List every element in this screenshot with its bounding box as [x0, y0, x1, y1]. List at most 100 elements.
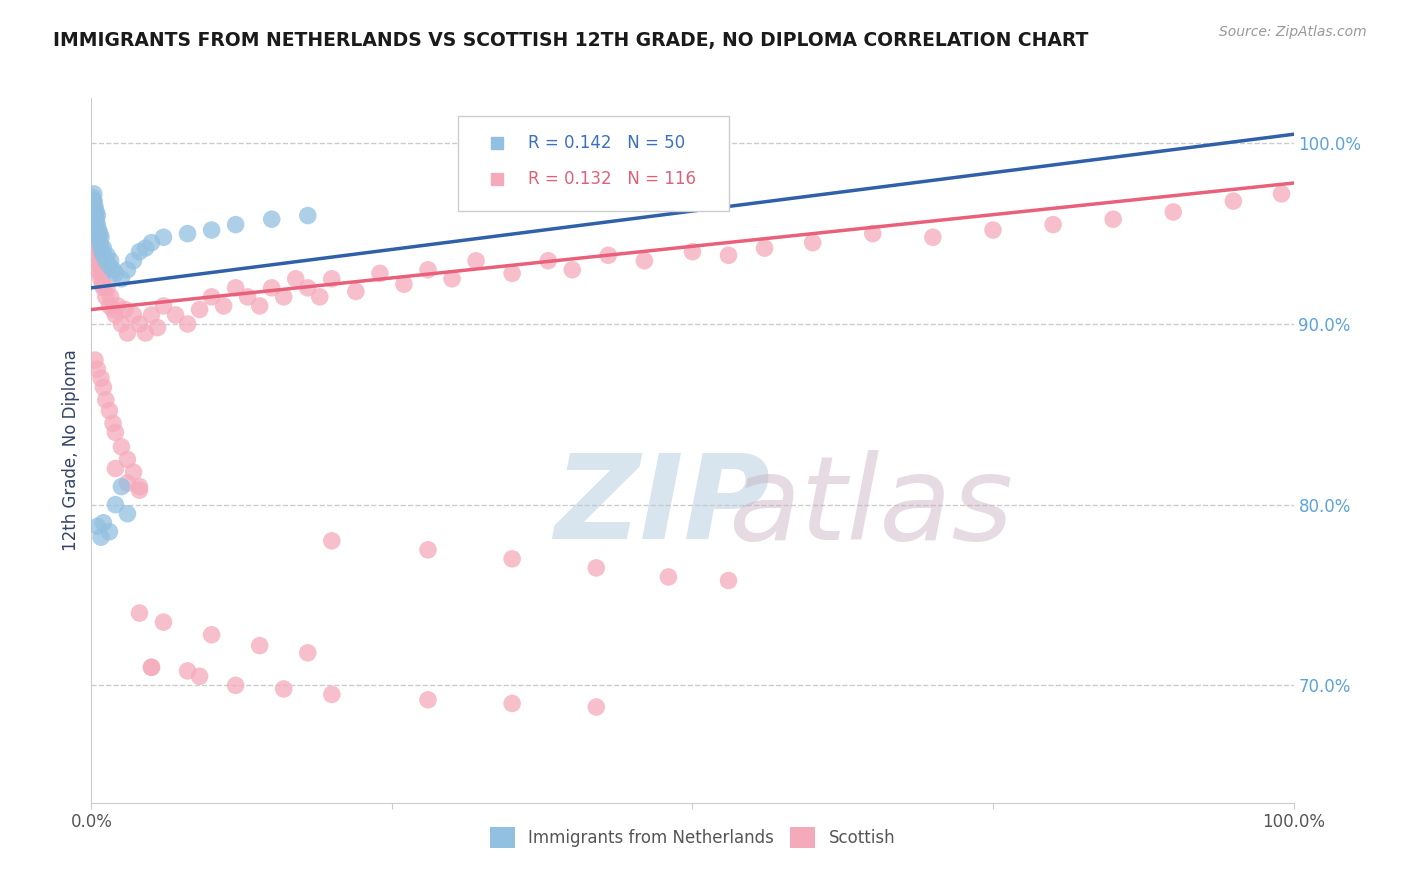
- Point: [84, 212, 107, 227]
- Point: [82, 235, 104, 250]
- Point: [561, 262, 583, 277]
- Point: [90, 241, 112, 255]
- Point: [94, 290, 117, 304]
- Point: [104, 498, 127, 512]
- Point: [141, 660, 163, 674]
- Point: [101, 302, 124, 317]
- Point: [501, 697, 523, 711]
- Point: [87, 248, 110, 262]
- Point: [862, 227, 884, 241]
- Point: [84, 205, 107, 219]
- Point: [104, 425, 127, 440]
- Point: [134, 241, 156, 255]
- Point: [440, 272, 463, 286]
- Point: [657, 570, 679, 584]
- Point: [165, 308, 187, 322]
- Point: [100, 253, 122, 268]
- Point: [128, 244, 150, 259]
- Point: [86, 227, 108, 241]
- Point: [297, 209, 319, 223]
- Point: [585, 700, 607, 714]
- Point: [83, 230, 105, 244]
- Point: [128, 606, 150, 620]
- Point: [89, 266, 111, 280]
- Point: [485, 250, 508, 264]
- Point: [114, 302, 136, 317]
- Point: [260, 281, 283, 295]
- Point: [84, 200, 107, 214]
- Point: [260, 212, 283, 227]
- Point: [585, 561, 607, 575]
- Point: [104, 308, 127, 322]
- Point: [537, 253, 560, 268]
- Point: [128, 317, 150, 331]
- Point: [465, 253, 488, 268]
- Point: [91, 277, 114, 292]
- Point: [83, 244, 105, 259]
- Point: [101, 262, 124, 277]
- Point: [146, 320, 169, 334]
- Point: [152, 230, 174, 244]
- Text: Source: ZipAtlas.com: Source: ZipAtlas.com: [1219, 25, 1367, 39]
- Text: R = 0.132   N = 116: R = 0.132 N = 116: [527, 170, 696, 188]
- Legend: Immigrants from Netherlands, Scottish: Immigrants from Netherlands, Scottish: [482, 821, 903, 855]
- Point: [83, 212, 105, 227]
- Point: [1270, 186, 1292, 201]
- Point: [134, 326, 156, 340]
- Point: [284, 272, 307, 286]
- Point: [225, 218, 247, 232]
- Point: [86, 227, 108, 241]
- Point: [201, 223, 224, 237]
- Point: [87, 223, 110, 237]
- Point: [101, 417, 124, 431]
- Point: [598, 248, 620, 262]
- Point: [104, 461, 127, 475]
- Point: [188, 669, 211, 683]
- Point: [86, 218, 108, 232]
- Point: [84, 218, 107, 232]
- Point: [321, 687, 343, 701]
- Point: [152, 299, 174, 313]
- Point: [98, 524, 121, 539]
- Point: [201, 290, 224, 304]
- Point: [273, 681, 295, 696]
- Point: [249, 639, 271, 653]
- Point: [82, 218, 104, 232]
- Point: [110, 272, 132, 286]
- Point: [90, 371, 112, 385]
- Point: [89, 235, 111, 250]
- Point: [122, 308, 145, 322]
- Point: [83, 205, 105, 219]
- Point: [90, 259, 112, 273]
- Point: [141, 235, 163, 250]
- Point: [89, 253, 111, 268]
- Point: [392, 277, 415, 292]
- Point: [1222, 194, 1244, 208]
- Point: [82, 200, 104, 214]
- Point: [84, 248, 107, 262]
- Point: [117, 507, 139, 521]
- Point: [297, 646, 319, 660]
- Point: [501, 552, 523, 566]
- Text: R = 0.142   N = 50: R = 0.142 N = 50: [527, 134, 685, 152]
- Point: [344, 285, 367, 299]
- Point: [176, 317, 198, 331]
- Point: [86, 253, 108, 268]
- Point: [297, 281, 319, 295]
- Point: [128, 483, 150, 498]
- Point: [82, 209, 104, 223]
- Point: [82, 200, 104, 214]
- Point: [117, 452, 139, 467]
- Point: [82, 209, 104, 223]
- Point: [236, 290, 259, 304]
- Point: [82, 227, 104, 241]
- Point: [717, 574, 740, 588]
- Point: [110, 480, 132, 494]
- Point: [128, 480, 150, 494]
- Point: [225, 678, 247, 692]
- Point: [141, 308, 163, 322]
- Point: [90, 530, 112, 544]
- Point: [96, 248, 118, 262]
- Point: [93, 380, 115, 394]
- Point: [83, 194, 105, 208]
